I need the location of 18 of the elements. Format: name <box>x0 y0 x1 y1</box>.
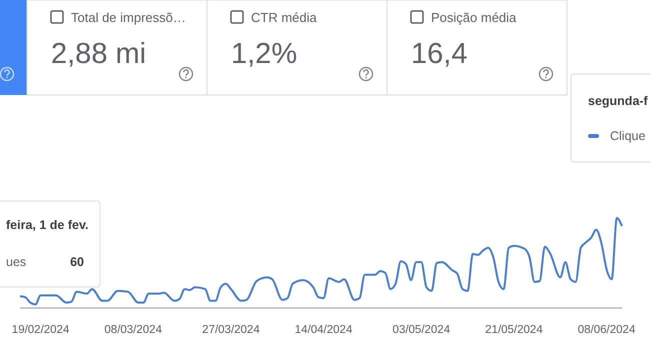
text: Total de impressõ… <box>71 10 186 25</box>
x-tick-label: 21/05/2024 <box>485 324 544 336</box>
text: Clique <box>610 129 646 143</box>
text: 2,88 mi <box>51 38 146 70</box>
x-tick-label: 14/04/2024 <box>294 324 353 336</box>
annotation: 60 <box>70 255 84 269</box>
text: CTR média <box>251 10 318 25</box>
x-tick-label: 19/02/2024 <box>12 324 70 336</box>
x-tick-label: 27/03/2024 <box>202 324 260 336</box>
x-tick-label: 08/06/2024 <box>578 324 636 336</box>
text: 16,4 <box>411 38 468 70</box>
annotation: feira, 1 de fev. <box>6 218 88 232</box>
x-tick-label: 03/05/2024 <box>392 324 451 336</box>
text: segunda-f <box>588 94 649 108</box>
annotation: ues <box>6 255 26 269</box>
x-tick-label: 08/03/2024 <box>104 324 163 336</box>
text: 1,2% <box>231 38 298 70</box>
text: Posição média <box>431 10 518 25</box>
